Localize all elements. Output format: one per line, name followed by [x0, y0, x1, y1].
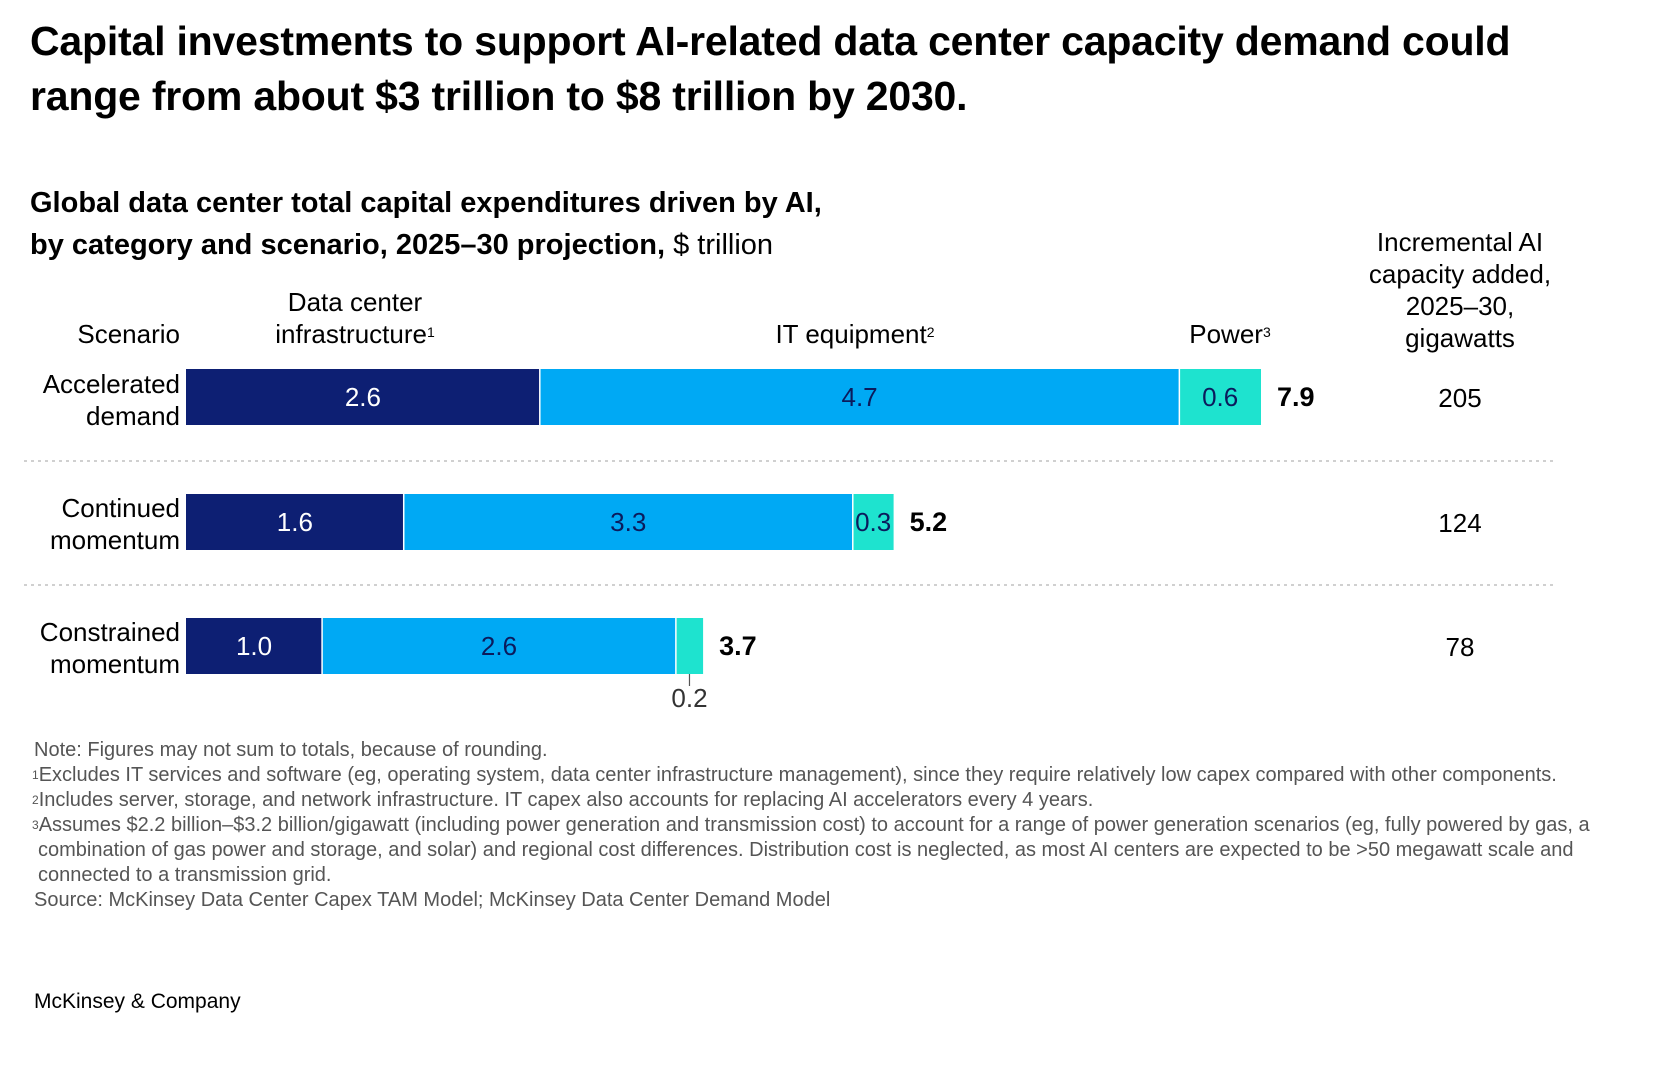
bar-total-3: 3.7 [719, 631, 757, 661]
data-label-power-2: 0.3 [855, 507, 891, 537]
data-label-data-center-infrastructure-1: 2.6 [345, 382, 381, 412]
bar-total-1: 7.9 [1277, 382, 1315, 412]
footnote-ref-1: 1 [426, 324, 435, 340]
footnote-2: 2Includes server, storage, and network i… [32, 788, 1594, 813]
footnote-3-marker: 3 [32, 818, 39, 832]
bar-total-2: 5.2 [910, 507, 948, 537]
bar-segment-it-equipment-3 [322, 618, 676, 674]
data-label-it-equipment-2: 3.3 [610, 507, 646, 537]
subtitle-line2: by category and scenario, 2025–30 projec… [30, 229, 666, 261]
footnote-3-text: Assumes $2.2 billion–$3.2 billion/gigawa… [38, 814, 1590, 886]
header-scenario: Scenario [77, 319, 180, 349]
chart-subtitle: Global data center total capital expendi… [30, 182, 1130, 266]
footnote-2-marker: 2 [32, 793, 39, 807]
capacity-value-continued: 124 [1438, 508, 1482, 538]
footnote-1-text: Excludes IT services and software (eg, o… [38, 764, 1557, 786]
bar-segment-data-center-infrastructure-2 [186, 494, 404, 550]
bar-segment-power-2 [852, 494, 894, 550]
footnotes: Note: Figures may not sum to totals, bec… [32, 738, 1594, 913]
bar-segment-power-3 [675, 618, 704, 674]
headline: Capital investments to support AI-relate… [30, 18, 1511, 119]
data-label-it-equipment-3: 2.6 [481, 631, 517, 661]
footnote-3: 3Assumes $2.2 billion–$3.2 billion/gigaw… [32, 813, 1594, 888]
stacked-bar-chart: 2.6 4.7 0.6 7.9 1.6 3.3 0.3 5.2 1.0 2.6 0.2 3.7 [24, 369, 1556, 713]
footnote-ref-2: 2 [926, 324, 935, 340]
data-label-data-center-infrastructure-3: 1.0 [236, 631, 272, 661]
footnote-1: 1Excludes IT services and software (eg, … [32, 763, 1594, 788]
footnote-2-text: Includes server, storage, and network in… [38, 789, 1094, 811]
header-power-label: Power [1189, 319, 1263, 349]
brand-logo-text: McKinsey & Company [34, 990, 241, 1013]
bar-segment-data-center-infrastructure-1 [186, 369, 540, 425]
header-power: Power3 [1160, 318, 1300, 350]
data-label-it-equipment-1: 4.7 [841, 382, 877, 412]
subtitle-line1: Global data center total capital expendi… [30, 187, 822, 219]
bar-segment-it-equipment-2 [403, 494, 853, 550]
note-rounding: Note: Figures may not sum to totals, bec… [34, 739, 548, 761]
bar-segment-it-equipment-1 [539, 369, 1180, 425]
data-label-power-1: 0.6 [1202, 382, 1238, 412]
capacity-value-accelerated: 205 [1438, 383, 1482, 413]
footnote-ref-3: 3 [1262, 324, 1271, 340]
header-it-equipment-label: IT equipment [775, 319, 927, 349]
header-infrastructure: Data center infrastructure1 [245, 286, 465, 350]
header-it-equipment: IT equipment2 [720, 318, 990, 350]
scenario-label-accelerated: Accelerated demand [42, 369, 180, 431]
scenario-label-continued: Continued momentum [49, 493, 180, 555]
header-infrastructure-label: Data center infrastructure [275, 287, 427, 349]
scenario-label-constrained: Constrained momentum [39, 617, 180, 679]
capacity-value-constrained: 78 [1445, 632, 1475, 662]
footnote-1-marker: 1 [32, 768, 39, 782]
bar-segment-data-center-infrastructure-3 [186, 618, 323, 674]
subtitle-unit: $ trillion [665, 229, 774, 261]
data-label-power-3: 0.2 [671, 683, 707, 713]
source-note: Source: McKinsey Data Center Capex TAM M… [34, 889, 831, 911]
header-capacity: Incremental AI capacity added, 2025–30, … [1368, 227, 1552, 353]
bar-segment-power-1 [1179, 369, 1261, 425]
data-label-data-center-infrastructure-2: 1.6 [277, 507, 313, 537]
